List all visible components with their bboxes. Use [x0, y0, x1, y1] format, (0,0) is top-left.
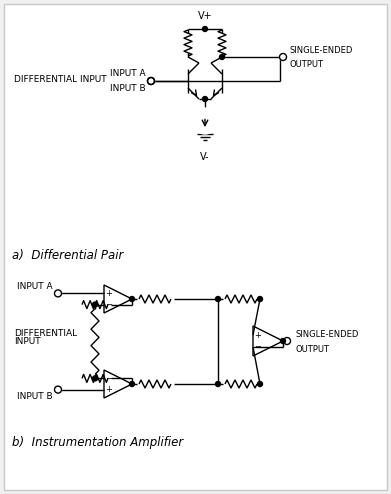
Circle shape	[203, 27, 208, 32]
Text: +: +	[106, 289, 113, 298]
Text: −: −	[255, 342, 262, 352]
Text: INPUT B: INPUT B	[17, 392, 53, 401]
Text: OUTPUT: OUTPUT	[289, 60, 323, 69]
Circle shape	[147, 78, 154, 84]
Text: −: −	[106, 374, 113, 383]
Circle shape	[258, 296, 262, 301]
Text: a)  Differential Pair: a) Differential Pair	[12, 249, 124, 262]
Text: +: +	[106, 385, 113, 394]
Text: INPUT A: INPUT A	[17, 283, 53, 291]
Circle shape	[54, 290, 61, 297]
Text: b)  Instrumentation Amplifier: b) Instrumentation Amplifier	[12, 436, 183, 449]
Circle shape	[280, 338, 285, 343]
FancyBboxPatch shape	[4, 4, 387, 490]
Circle shape	[215, 296, 221, 301]
Text: INPUT A: INPUT A	[110, 69, 146, 78]
Text: DIFFERENTIAL INPUT: DIFFERENTIAL INPUT	[14, 75, 107, 83]
Circle shape	[283, 337, 291, 344]
Circle shape	[258, 381, 262, 386]
Circle shape	[192, 108, 218, 134]
Text: INPUT: INPUT	[14, 337, 41, 346]
Text: DIFFERENTIAL: DIFFERENTIAL	[14, 329, 77, 338]
Circle shape	[219, 54, 224, 59]
Circle shape	[147, 78, 154, 84]
Circle shape	[129, 381, 135, 386]
Text: SINGLE-ENDED: SINGLE-ENDED	[289, 46, 352, 55]
Circle shape	[129, 296, 135, 301]
Circle shape	[93, 302, 97, 307]
Text: +: +	[255, 330, 262, 339]
Circle shape	[93, 376, 97, 381]
Text: −: −	[106, 300, 113, 309]
Text: V+: V+	[198, 11, 212, 21]
Text: INPUT B: INPUT B	[110, 84, 146, 93]
Circle shape	[215, 381, 221, 386]
Circle shape	[54, 386, 61, 393]
Text: SINGLE-ENDED: SINGLE-ENDED	[295, 330, 359, 339]
Circle shape	[280, 53, 287, 60]
Text: V-: V-	[200, 152, 210, 162]
Circle shape	[203, 96, 208, 101]
Text: OUTPUT: OUTPUT	[295, 345, 329, 354]
